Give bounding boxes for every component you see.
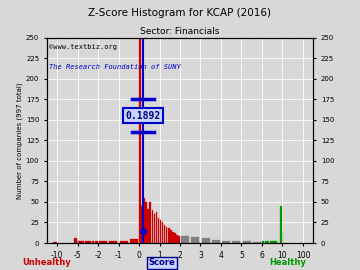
Text: ©www.textbiz.org: ©www.textbiz.org — [49, 44, 117, 50]
Bar — [178, 236, 180, 243]
Bar — [158, 218, 159, 243]
Bar — [273, 241, 275, 243]
Bar — [202, 238, 210, 243]
Bar — [53, 242, 57, 243]
Y-axis label: Number of companies (997 total): Number of companies (997 total) — [17, 82, 23, 199]
Bar — [191, 237, 199, 243]
Bar — [267, 241, 269, 243]
Text: 0.1892: 0.1892 — [125, 111, 161, 121]
Bar — [130, 239, 138, 243]
Bar — [143, 198, 145, 243]
Bar — [222, 241, 230, 243]
Bar — [152, 210, 153, 243]
Text: Score: Score — [149, 258, 175, 267]
Bar — [280, 206, 282, 243]
Text: Unhealthy: Unhealthy — [22, 258, 71, 267]
Bar — [265, 241, 267, 243]
Bar — [120, 241, 128, 243]
Bar — [139, 38, 141, 243]
Bar — [168, 228, 170, 243]
Text: Sector: Financials: Sector: Financials — [140, 27, 220, 36]
Bar — [232, 241, 240, 243]
Bar — [99, 241, 107, 243]
Bar — [149, 202, 151, 243]
Bar — [141, 206, 143, 243]
Bar — [262, 241, 264, 243]
Text: Z-Score Histogram for KCAP (2016): Z-Score Histogram for KCAP (2016) — [89, 8, 271, 18]
Bar — [145, 202, 147, 243]
Bar — [174, 233, 176, 243]
Bar — [212, 240, 220, 243]
Bar — [172, 231, 174, 243]
Bar — [243, 241, 251, 243]
Bar — [74, 238, 77, 243]
Bar — [91, 241, 94, 243]
Bar — [85, 241, 90, 243]
Bar — [109, 241, 117, 243]
Bar — [156, 212, 157, 243]
Bar — [164, 225, 166, 243]
Text: The Research Foundation of SUNY: The Research Foundation of SUNY — [49, 65, 181, 70]
Bar — [270, 241, 272, 243]
Bar — [95, 241, 98, 243]
Bar — [147, 208, 149, 243]
Bar — [160, 220, 161, 243]
Bar — [166, 227, 167, 243]
Bar — [181, 236, 189, 243]
Bar — [170, 230, 172, 243]
Bar — [253, 242, 261, 243]
Bar — [154, 214, 155, 243]
Bar — [162, 222, 163, 243]
Bar — [275, 241, 277, 243]
Bar — [176, 235, 178, 243]
Bar — [78, 241, 84, 243]
Text: Healthy: Healthy — [270, 258, 306, 267]
